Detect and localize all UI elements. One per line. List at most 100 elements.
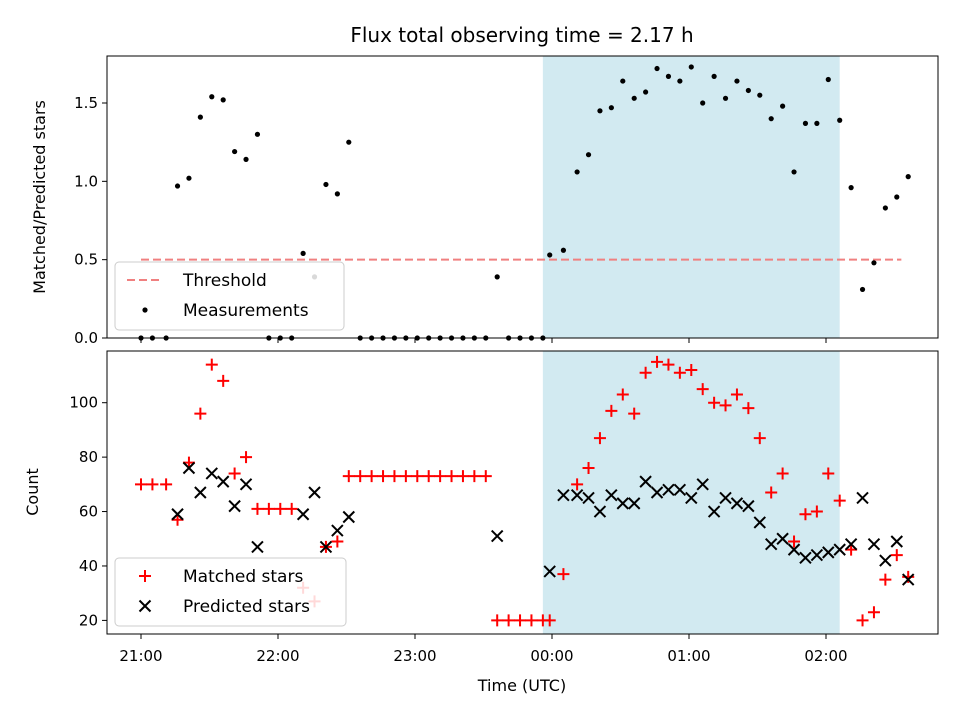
y-tick-label: 100 — [69, 394, 98, 412]
data-point — [810, 548, 824, 562]
x-tick-label: 02:00 — [804, 647, 847, 665]
data-point — [135, 478, 147, 491]
data-point — [845, 543, 858, 556]
legend-box — [114, 557, 347, 627]
data-point — [901, 573, 915, 586]
data-point — [822, 467, 835, 480]
data-point — [445, 470, 458, 483]
data-point — [494, 274, 500, 280]
data-point — [833, 543, 846, 556]
data-point — [627, 497, 641, 510]
data-point — [639, 475, 652, 488]
data-point — [677, 78, 683, 84]
data-point — [905, 174, 911, 180]
data-point — [146, 478, 159, 491]
data-point — [232, 148, 238, 155]
data-point — [837, 117, 843, 123]
data-point — [685, 364, 698, 377]
data-point — [616, 497, 629, 510]
data-point — [768, 116, 774, 122]
data-point — [757, 92, 763, 98]
x-tick-label: 21:00 — [119, 647, 162, 665]
y-tick-label: 40 — [79, 557, 98, 575]
top-panel-y-axis-label: Matched/Predicted stars — [30, 100, 49, 294]
legend: Threshold Measurements — [114, 261, 345, 331]
legend-label: Matched stars — [183, 567, 303, 587]
data-point — [285, 502, 298, 515]
data-point — [456, 470, 469, 483]
data-point — [867, 606, 880, 619]
data-point — [662, 483, 675, 496]
data-point — [688, 64, 694, 70]
data-point — [662, 358, 675, 371]
data-point — [254, 131, 261, 137]
data-point — [810, 505, 823, 518]
data-point — [719, 399, 732, 412]
plot-frame — [106, 55, 939, 339]
data-point — [825, 76, 831, 83]
data-point — [240, 451, 253, 464]
data-point — [228, 499, 241, 513]
data-point — [220, 97, 226, 103]
legend-box — [114, 261, 345, 331]
data-point — [570, 489, 584, 502]
series-predicted-stars — [171, 461, 915, 586]
data-point — [605, 404, 618, 417]
data-point — [608, 105, 614, 111]
plot-frame — [106, 350, 939, 635]
y-tick-label: 80 — [79, 448, 98, 466]
data-point — [882, 205, 888, 211]
data-point — [707, 505, 721, 518]
data-point — [639, 366, 652, 379]
data-point — [346, 139, 352, 145]
data-point — [377, 470, 390, 483]
data-point — [890, 535, 903, 548]
legend: Matched stars Predicted stars — [114, 557, 347, 627]
data-point — [582, 491, 595, 505]
data-point — [593, 432, 606, 445]
data-point — [262, 502, 275, 515]
data-point — [814, 120, 820, 126]
data-point — [628, 407, 641, 420]
data-point — [582, 462, 595, 475]
legend-swatch — [138, 599, 152, 613]
data-point — [822, 546, 835, 559]
bottom-panel-y-axis-label: Count — [23, 468, 42, 516]
data-point — [365, 470, 378, 483]
legend-swatch — [142, 307, 148, 313]
data-point — [742, 402, 755, 415]
data-point — [734, 78, 740, 84]
data-point — [708, 396, 721, 409]
data-point — [780, 103, 786, 109]
legend-label: Predicted stars — [183, 597, 310, 617]
data-point — [490, 529, 504, 543]
data-point — [593, 505, 607, 518]
data-point — [856, 614, 869, 627]
data-point — [334, 191, 340, 197]
data-point — [787, 543, 801, 556]
data-point — [753, 516, 766, 529]
data-point — [605, 489, 618, 502]
data-point — [354, 470, 367, 483]
data-point — [631, 95, 637, 101]
data-point — [399, 470, 412, 483]
data-point — [186, 175, 192, 181]
data-point — [468, 470, 481, 483]
data-point — [171, 508, 184, 521]
data-point — [239, 478, 253, 491]
x-tick-label: 00:00 — [530, 647, 573, 665]
data-point — [525, 614, 538, 627]
data-point — [251, 540, 264, 554]
y-tick-label: 1.0 — [74, 172, 98, 190]
data-point — [742, 499, 755, 513]
data-point — [776, 532, 789, 545]
data-point — [171, 513, 184, 526]
x-tick-label: 22:00 — [256, 647, 299, 665]
data-point — [776, 467, 789, 480]
data-point — [547, 252, 553, 258]
legend-swatch — [139, 570, 151, 582]
data-point — [514, 614, 527, 627]
data-point — [651, 355, 664, 368]
data-point — [434, 470, 447, 483]
data-point — [650, 486, 664, 499]
